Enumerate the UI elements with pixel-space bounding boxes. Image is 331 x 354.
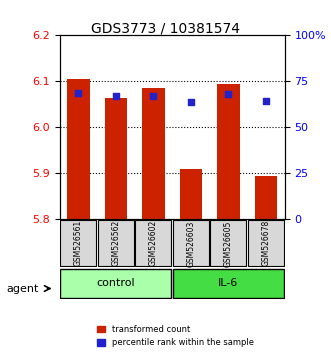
Text: control: control xyxy=(97,278,135,288)
FancyBboxPatch shape xyxy=(248,221,284,266)
Text: GSM526561: GSM526561 xyxy=(74,220,83,267)
Text: agent: agent xyxy=(7,284,39,293)
Point xyxy=(188,99,194,105)
Bar xyxy=(142,88,165,219)
Text: GSM526603: GSM526603 xyxy=(186,220,195,267)
FancyBboxPatch shape xyxy=(211,221,246,266)
Point xyxy=(263,98,268,104)
Text: GSM526562: GSM526562 xyxy=(111,220,120,267)
FancyBboxPatch shape xyxy=(173,221,209,266)
Point xyxy=(151,93,156,99)
Text: GSM526605: GSM526605 xyxy=(224,220,233,267)
Bar xyxy=(180,169,202,219)
Bar xyxy=(67,79,90,219)
FancyBboxPatch shape xyxy=(173,269,284,297)
Bar xyxy=(217,84,240,219)
Bar xyxy=(105,97,127,219)
Bar xyxy=(255,176,277,219)
Legend: transformed count, percentile rank within the sample: transformed count, percentile rank withi… xyxy=(94,322,257,350)
Point xyxy=(113,93,118,99)
FancyBboxPatch shape xyxy=(135,221,171,266)
Text: GDS3773 / 10381574: GDS3773 / 10381574 xyxy=(91,21,240,35)
Point xyxy=(226,91,231,97)
FancyBboxPatch shape xyxy=(60,221,96,266)
FancyBboxPatch shape xyxy=(98,221,134,266)
Point xyxy=(76,90,81,96)
Text: GSM526678: GSM526678 xyxy=(261,220,270,267)
Text: IL-6: IL-6 xyxy=(218,278,239,288)
Text: GSM526602: GSM526602 xyxy=(149,220,158,267)
FancyBboxPatch shape xyxy=(60,269,171,297)
